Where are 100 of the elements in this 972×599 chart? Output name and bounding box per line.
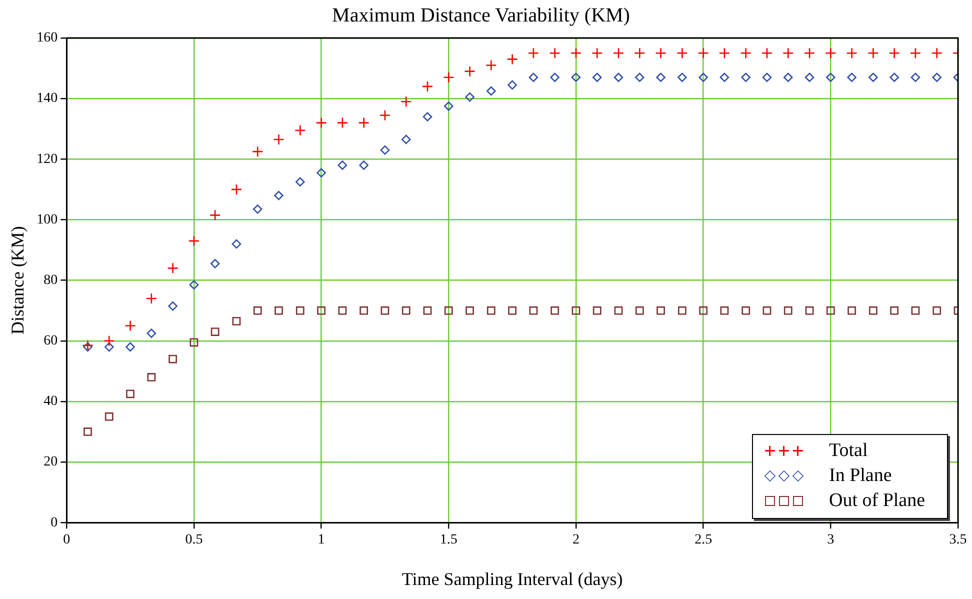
point [698, 72, 708, 82]
point [591, 47, 603, 59]
point [592, 72, 602, 82]
point [592, 306, 602, 315]
point [805, 306, 814, 315]
point [103, 335, 115, 347]
point [911, 306, 920, 315]
point [486, 60, 497, 71]
point [380, 145, 390, 155]
point [869, 306, 878, 315]
point [612, 47, 624, 59]
point [825, 47, 836, 59]
point [232, 239, 242, 249]
point [549, 47, 560, 59]
point [338, 306, 347, 315]
point [550, 72, 560, 82]
point [634, 72, 644, 82]
point [784, 306, 792, 315]
point [210, 328, 220, 336]
point [570, 47, 582, 59]
point [83, 342, 92, 352]
point [614, 306, 623, 315]
point [656, 72, 666, 82]
point [868, 47, 879, 59]
point [720, 306, 729, 315]
y-tick-label: 0 [50, 515, 58, 530]
point [656, 306, 665, 315]
point [359, 160, 368, 170]
point [932, 72, 942, 82]
point [124, 320, 136, 332]
point [82, 340, 94, 352]
point [401, 134, 411, 144]
point [464, 66, 476, 77]
point [931, 47, 943, 59]
point [189, 280, 199, 290]
point [444, 306, 453, 315]
point [742, 306, 750, 315]
point [210, 258, 220, 268]
point [868, 72, 878, 82]
point [104, 342, 114, 352]
point [168, 301, 178, 311]
y-tick-label: 140 [36, 91, 58, 106]
point [230, 184, 242, 196]
point [338, 160, 348, 170]
point [209, 210, 221, 221]
point [550, 306, 560, 315]
point [614, 72, 624, 82]
point [380, 306, 390, 315]
point [571, 72, 581, 82]
point [294, 124, 306, 136]
point [232, 317, 241, 326]
point [655, 47, 666, 59]
point [104, 412, 114, 421]
point [442, 72, 454, 84]
point [296, 306, 304, 315]
point [847, 72, 856, 82]
point [761, 47, 773, 59]
x-tick-label: 0.5 [185, 532, 203, 548]
point [168, 354, 177, 364]
point [572, 306, 580, 315]
point [126, 342, 135, 352]
y-tick-label: 80 [44, 272, 58, 288]
point [126, 390, 134, 398]
point [698, 47, 709, 59]
point [508, 80, 517, 90]
point [720, 72, 730, 82]
point [400, 96, 412, 108]
point [84, 428, 92, 436]
legend-label: In Plane [829, 465, 892, 488]
y-tick-label: 20 [44, 454, 58, 470]
point [402, 306, 410, 315]
chart-title: Maximum Distance Variability (KM) [332, 4, 630, 26]
point [890, 72, 899, 82]
point [317, 306, 326, 315]
point [508, 306, 516, 315]
point [740, 47, 752, 59]
point [804, 72, 814, 82]
point [678, 72, 687, 82]
point [888, 47, 900, 59]
x-tick-label: 2.5 [694, 532, 712, 548]
point [316, 168, 326, 178]
x-tick-label: 3 [827, 532, 834, 548]
x-tick-label: 1.5 [440, 532, 458, 548]
point [295, 177, 305, 187]
point [379, 110, 391, 121]
point [782, 47, 794, 59]
point [167, 262, 178, 274]
point [422, 112, 432, 122]
point [529, 306, 538, 315]
point [910, 47, 922, 59]
point [826, 72, 836, 82]
y-tick-label: 60 [44, 334, 58, 349]
point [762, 306, 772, 315]
point [444, 101, 454, 111]
point [358, 117, 370, 128]
point [848, 306, 856, 315]
point [188, 235, 200, 247]
point [910, 72, 920, 82]
point [316, 117, 327, 128]
point [252, 204, 262, 214]
